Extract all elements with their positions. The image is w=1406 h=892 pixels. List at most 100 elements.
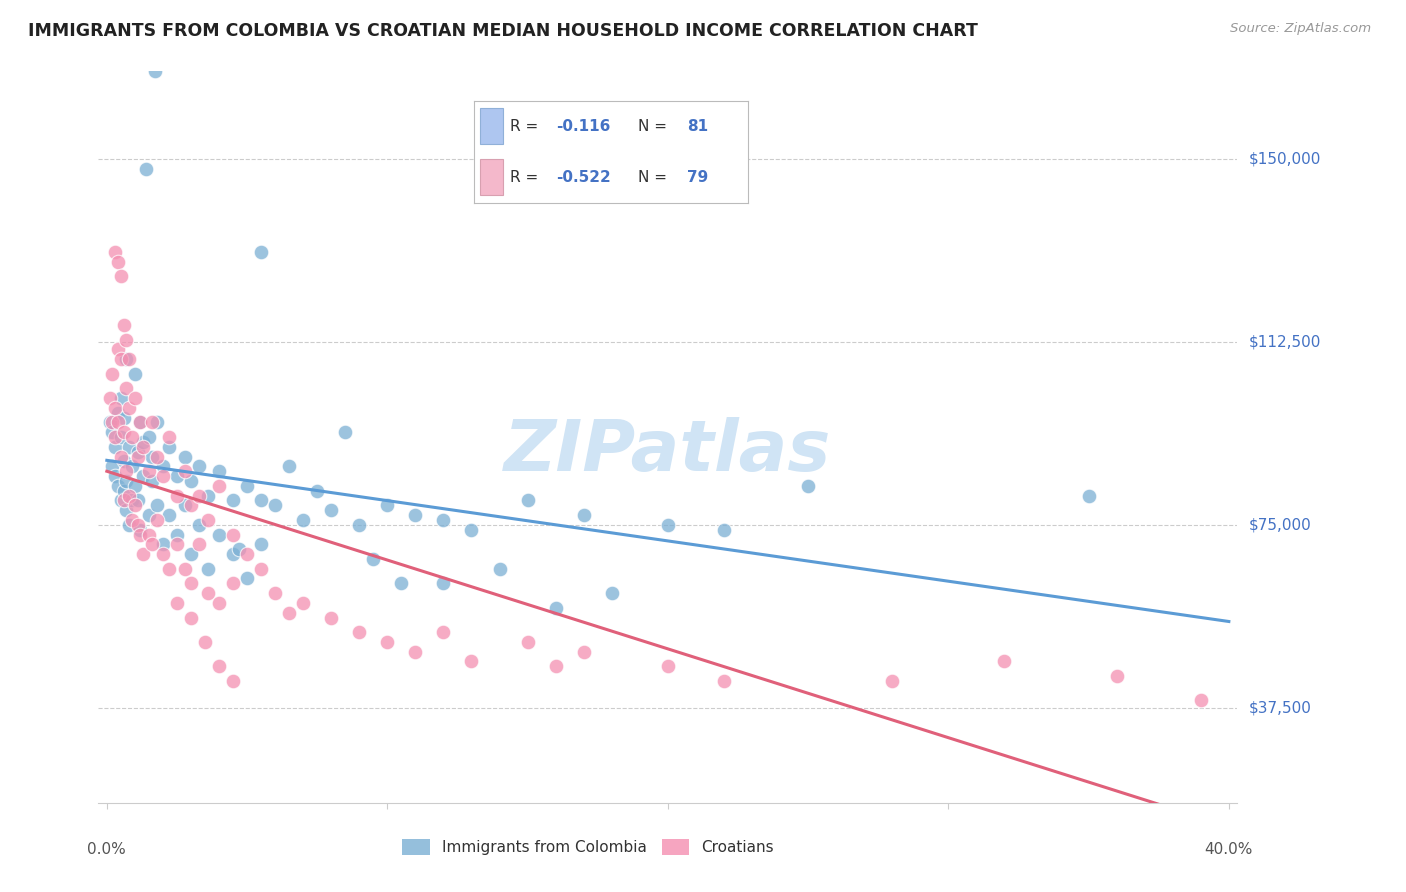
Point [104, 430, 127, 444]
Point [432, 576, 454, 591]
Point [101, 425, 124, 440]
Point [250, 493, 273, 508]
Point [112, 454, 135, 468]
Point [146, 499, 169, 513]
Point [107, 416, 129, 430]
Point [264, 586, 287, 600]
Point [129, 527, 152, 541]
Point [166, 489, 188, 503]
Point [127, 493, 149, 508]
Point [166, 527, 188, 541]
Point [174, 450, 197, 464]
Point [124, 499, 146, 513]
Point [127, 450, 149, 464]
Point [180, 499, 202, 513]
Point [124, 391, 146, 405]
Point [432, 513, 454, 527]
Point [157, 430, 180, 444]
Point [118, 352, 141, 367]
Point [121, 459, 143, 474]
Point [101, 367, 124, 381]
Point [516, 493, 538, 508]
Text: ZIPatlas: ZIPatlas [505, 417, 831, 486]
Point [544, 600, 567, 615]
Point [141, 537, 163, 551]
Point [993, 654, 1015, 668]
Point [118, 401, 141, 415]
Point [572, 645, 595, 659]
Point [250, 537, 273, 551]
Point [166, 537, 188, 551]
Text: $75,000: $75,000 [1249, 517, 1312, 533]
Point [208, 479, 231, 493]
Point [292, 513, 315, 527]
Point [101, 416, 124, 430]
Point [157, 508, 180, 522]
Point [236, 572, 259, 586]
Text: IMMIGRANTS FROM COLOMBIA VS CROATIAN MEDIAN HOUSEHOLD INCOME CORRELATION CHART: IMMIGRANTS FROM COLOMBIA VS CROATIAN MED… [28, 22, 979, 40]
Point [107, 406, 129, 420]
Point [600, 586, 623, 600]
Point [404, 645, 426, 659]
Point [174, 499, 197, 513]
Point [544, 659, 567, 673]
Point [138, 508, 160, 522]
Point [1189, 693, 1212, 707]
Point [110, 493, 132, 508]
Point [250, 244, 273, 259]
Point [146, 416, 169, 430]
Point [572, 508, 595, 522]
Text: $37,500: $37,500 [1249, 700, 1312, 715]
Point [118, 517, 141, 532]
Point [129, 416, 152, 430]
Point [132, 434, 155, 449]
Point [222, 673, 245, 688]
Point [174, 464, 197, 478]
Point [115, 333, 138, 347]
Point [335, 425, 357, 440]
Point [157, 440, 180, 454]
Point [152, 547, 174, 561]
Point [112, 483, 135, 498]
Point [141, 416, 163, 430]
Text: Source: ZipAtlas.com: Source: ZipAtlas.com [1230, 22, 1371, 36]
Point [166, 469, 188, 483]
Point [236, 547, 259, 561]
Point [132, 547, 155, 561]
Point [264, 499, 287, 513]
Point [292, 596, 315, 610]
Point [132, 440, 155, 454]
Point [197, 513, 219, 527]
Point [188, 489, 211, 503]
Text: 40.0%: 40.0% [1205, 842, 1253, 857]
Point [222, 527, 245, 541]
Point [197, 562, 219, 576]
Point [797, 479, 820, 493]
Point [110, 430, 132, 444]
Point [110, 352, 132, 367]
Point [157, 562, 180, 576]
Legend: Immigrants from Colombia, Croatians: Immigrants from Colombia, Croatians [396, 833, 780, 861]
Point [713, 523, 735, 537]
Point [188, 459, 211, 474]
Point [129, 523, 152, 537]
Point [460, 523, 482, 537]
Point [152, 469, 174, 483]
Point [107, 254, 129, 268]
Point [657, 659, 679, 673]
Point [121, 430, 143, 444]
Point [208, 596, 231, 610]
Point [138, 430, 160, 444]
Point [115, 381, 138, 395]
Point [152, 537, 174, 551]
Point [101, 459, 124, 474]
Point [278, 459, 301, 474]
Point [1105, 669, 1128, 683]
Point [104, 440, 127, 454]
Point [321, 610, 343, 624]
Point [389, 576, 412, 591]
Point [141, 474, 163, 488]
Point [98, 391, 121, 405]
Point [460, 654, 482, 668]
Point [349, 625, 371, 640]
